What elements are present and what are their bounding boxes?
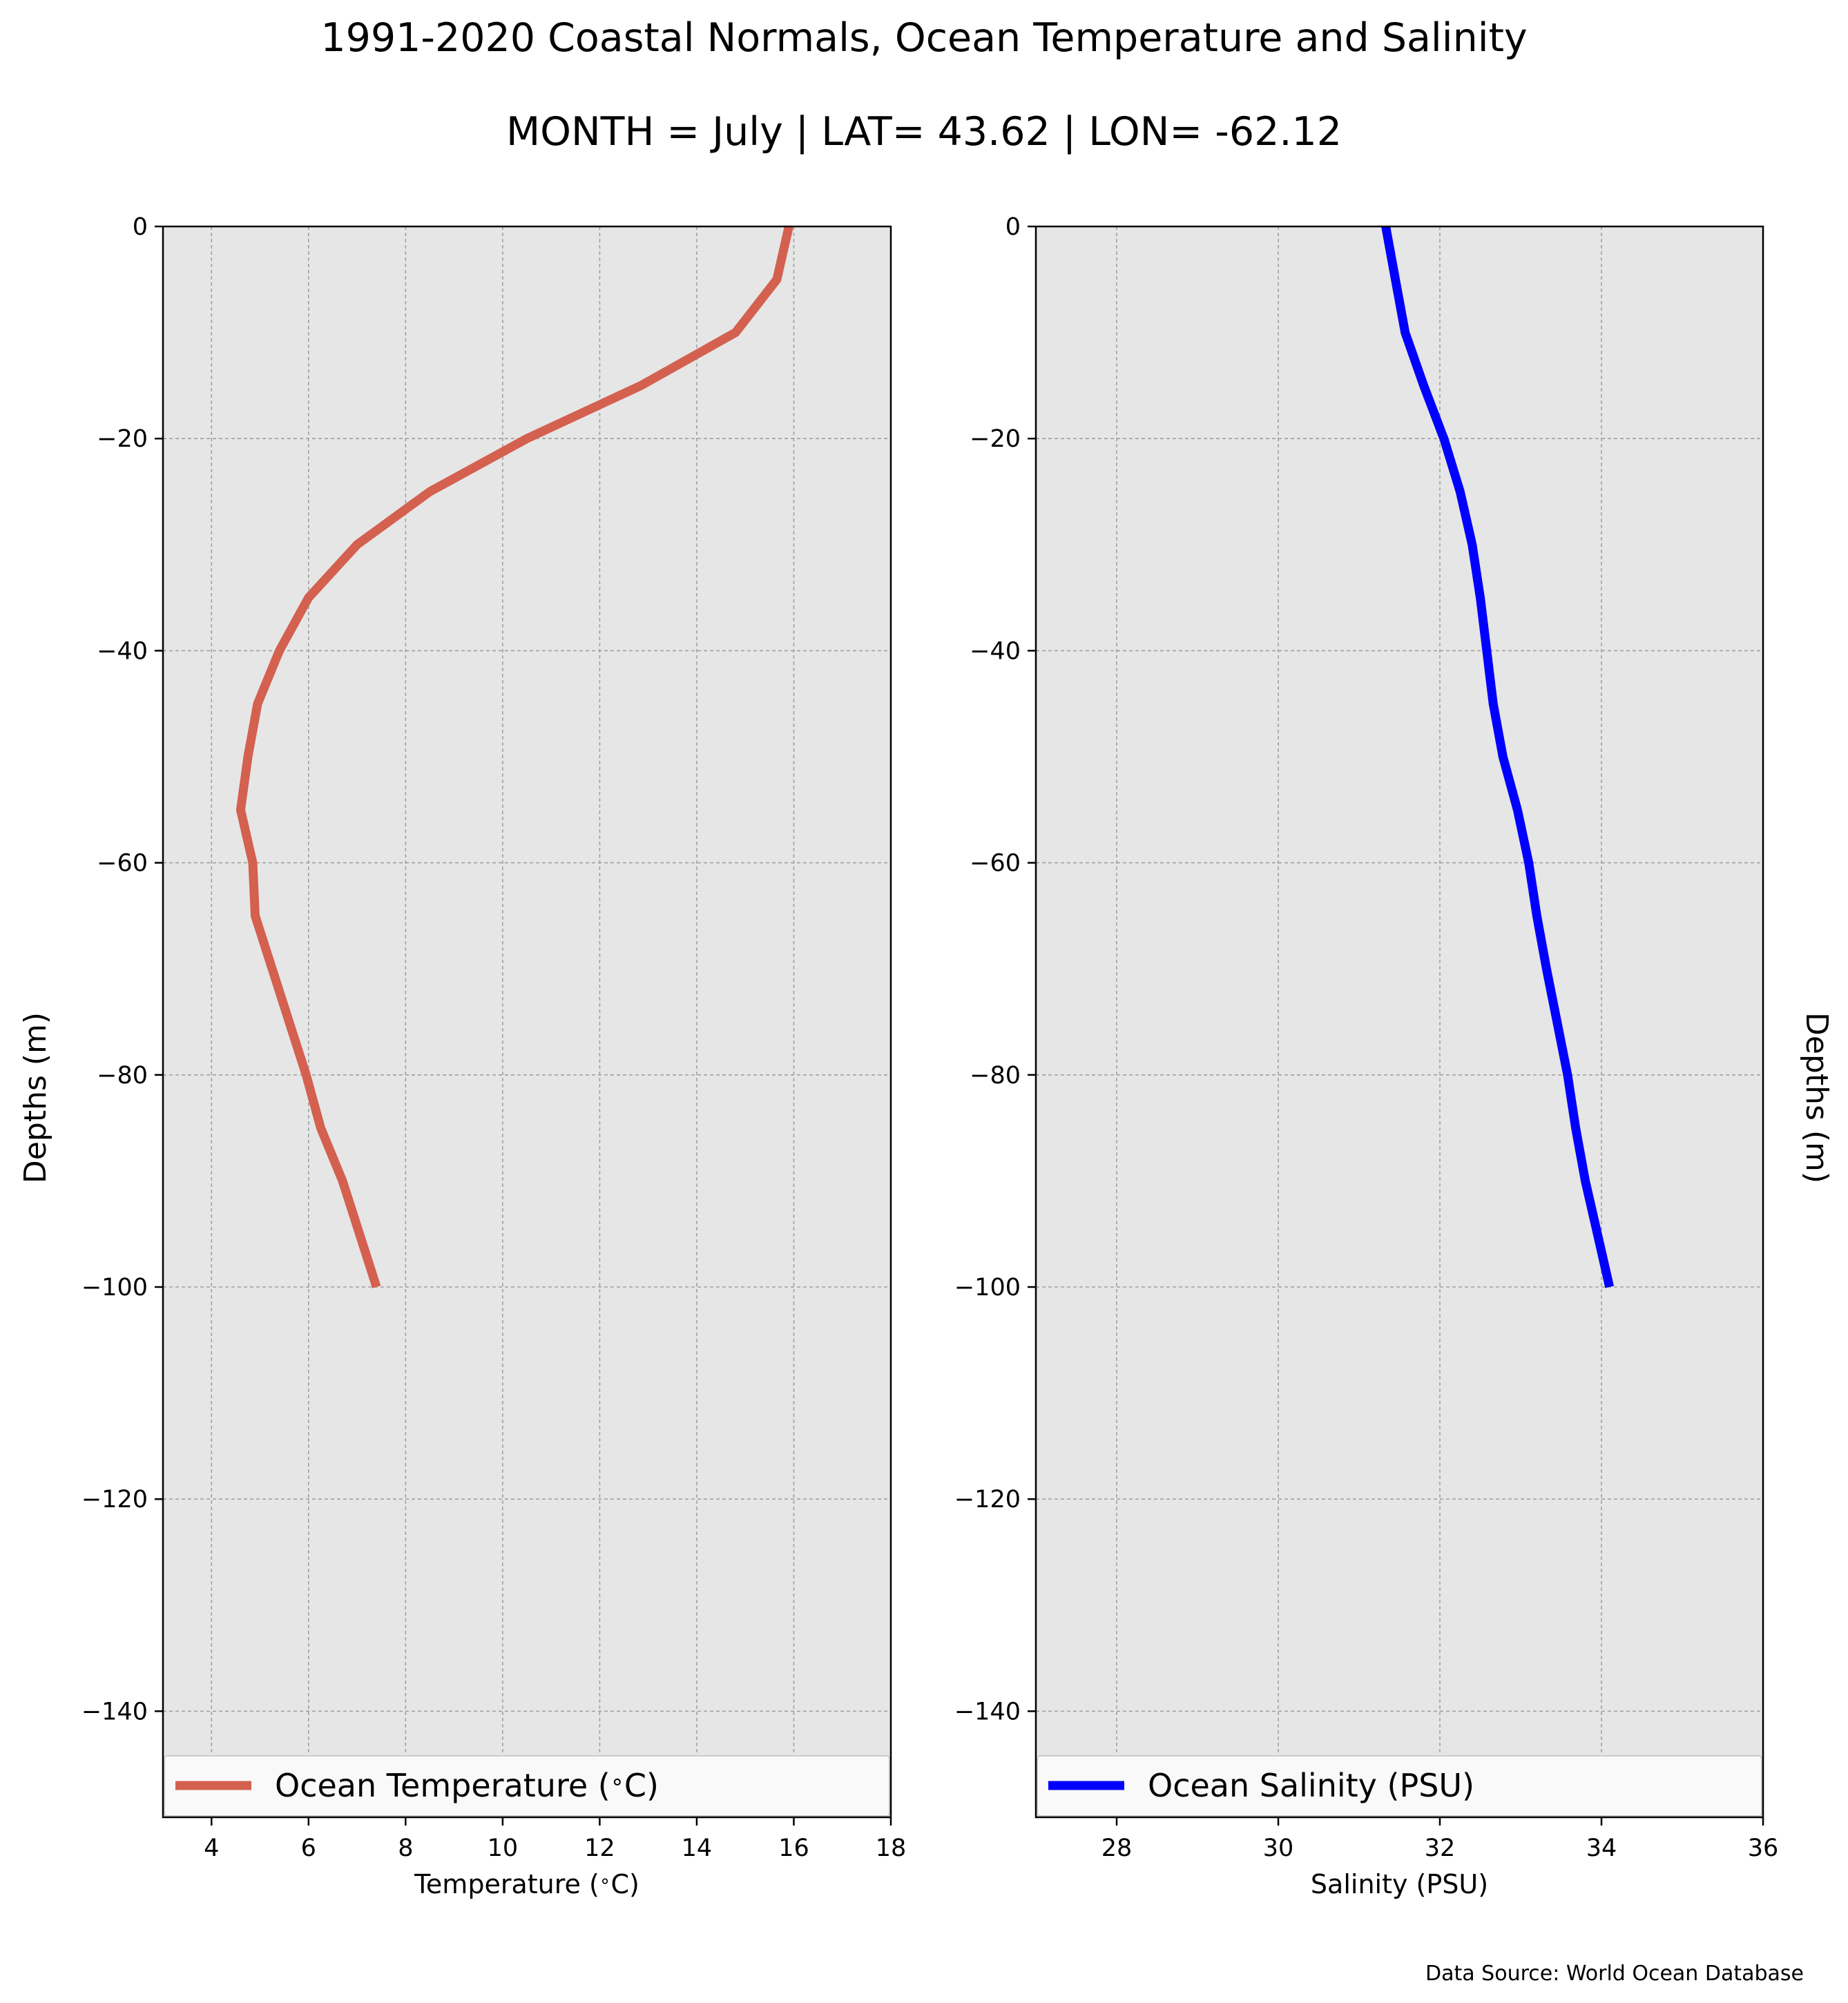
axes-frame: [162, 225, 892, 1819]
y-tick-label: −140: [81, 1698, 148, 1725]
y-tick-label: −100: [81, 1274, 148, 1302]
data-source-note: Data Source: World Ocean Database: [1425, 1962, 1804, 1986]
y-tick-label: −40: [970, 637, 1021, 665]
y-tick-label: −60: [97, 850, 148, 878]
x-tick-label: 16: [778, 1835, 809, 1862]
salinity-profile-line: [1381, 225, 1615, 1288]
x-tick-label: 28: [1101, 1835, 1133, 1862]
y-tick-label: 0: [133, 213, 148, 241]
legend: Ocean Salinity (PSU): [1037, 1755, 1762, 1817]
legend-label: Ocean Salinity (PSU): [1148, 1767, 1474, 1804]
y-tick-label: −140: [954, 1698, 1021, 1725]
x-axis-label: Temperature (∘C): [414, 1869, 639, 1899]
x-axis-label: Salinity (PSU): [1311, 1869, 1488, 1899]
x-tick-label: 12: [584, 1835, 615, 1862]
x-tick-label: 14: [682, 1835, 713, 1862]
panel-temperature: Ocean Temperature (∘C) 0 −20 −40 −60 −80 −100 −…: [81, 213, 906, 1899]
y-tick-label: −20: [970, 425, 1021, 453]
y-tick-label: −60: [970, 850, 1021, 878]
x-tick-label: 32: [1425, 1835, 1456, 1862]
legend-box: [164, 1755, 890, 1817]
axes-frame: [1034, 225, 1764, 1819]
left-y-axis-label: Depths (m): [18, 1012, 53, 1183]
panel-salinity: Ocean Salinity (PSU) 0 −20 −40 −60 −80 −100 −12…: [954, 213, 1778, 1899]
right-y-axis-label: Depths (m): [1799, 1012, 1834, 1183]
plot-area: [163, 226, 891, 1817]
plot-area: [1036, 226, 1763, 1817]
x-tick-label: 18: [876, 1835, 907, 1862]
chart-title: 1991-2020 Coastal Normals, Ocean Tempera…: [320, 15, 1527, 61]
x-tick-label: 36: [1748, 1835, 1779, 1862]
y-tick-label: −40: [97, 637, 148, 665]
y-tick-label: −80: [97, 1062, 148, 1090]
temperature-profile-line: [235, 225, 793, 1288]
y-tick-label: 0: [1005, 213, 1021, 241]
y-tick-label: −100: [954, 1274, 1021, 1302]
x-tick-label: 34: [1586, 1835, 1617, 1862]
legend-label: Ocean Temperature (∘C): [275, 1767, 659, 1804]
chart-subtitle: MONTH = July | LAT= 43.62 | LON= -62.12: [506, 109, 1342, 155]
legend-box: [1037, 1755, 1762, 1817]
y-tick-label: −120: [954, 1486, 1021, 1513]
y-tick-label: −20: [97, 425, 148, 453]
y-tick-label: −80: [970, 1062, 1021, 1090]
x-tick-label: 8: [398, 1835, 413, 1862]
x-tick-label: 6: [301, 1835, 316, 1862]
x-tick-label: 10: [488, 1835, 519, 1862]
legend: Ocean Temperature (∘C): [164, 1755, 890, 1817]
panels: Ocean Temperature (∘C) 0 −20 −40 −60 −80 −100 −…: [81, 213, 1778, 1899]
x-tick-label: 30: [1263, 1835, 1294, 1862]
y-tick-label: −120: [81, 1486, 148, 1513]
x-tick-label: 4: [204, 1835, 219, 1862]
